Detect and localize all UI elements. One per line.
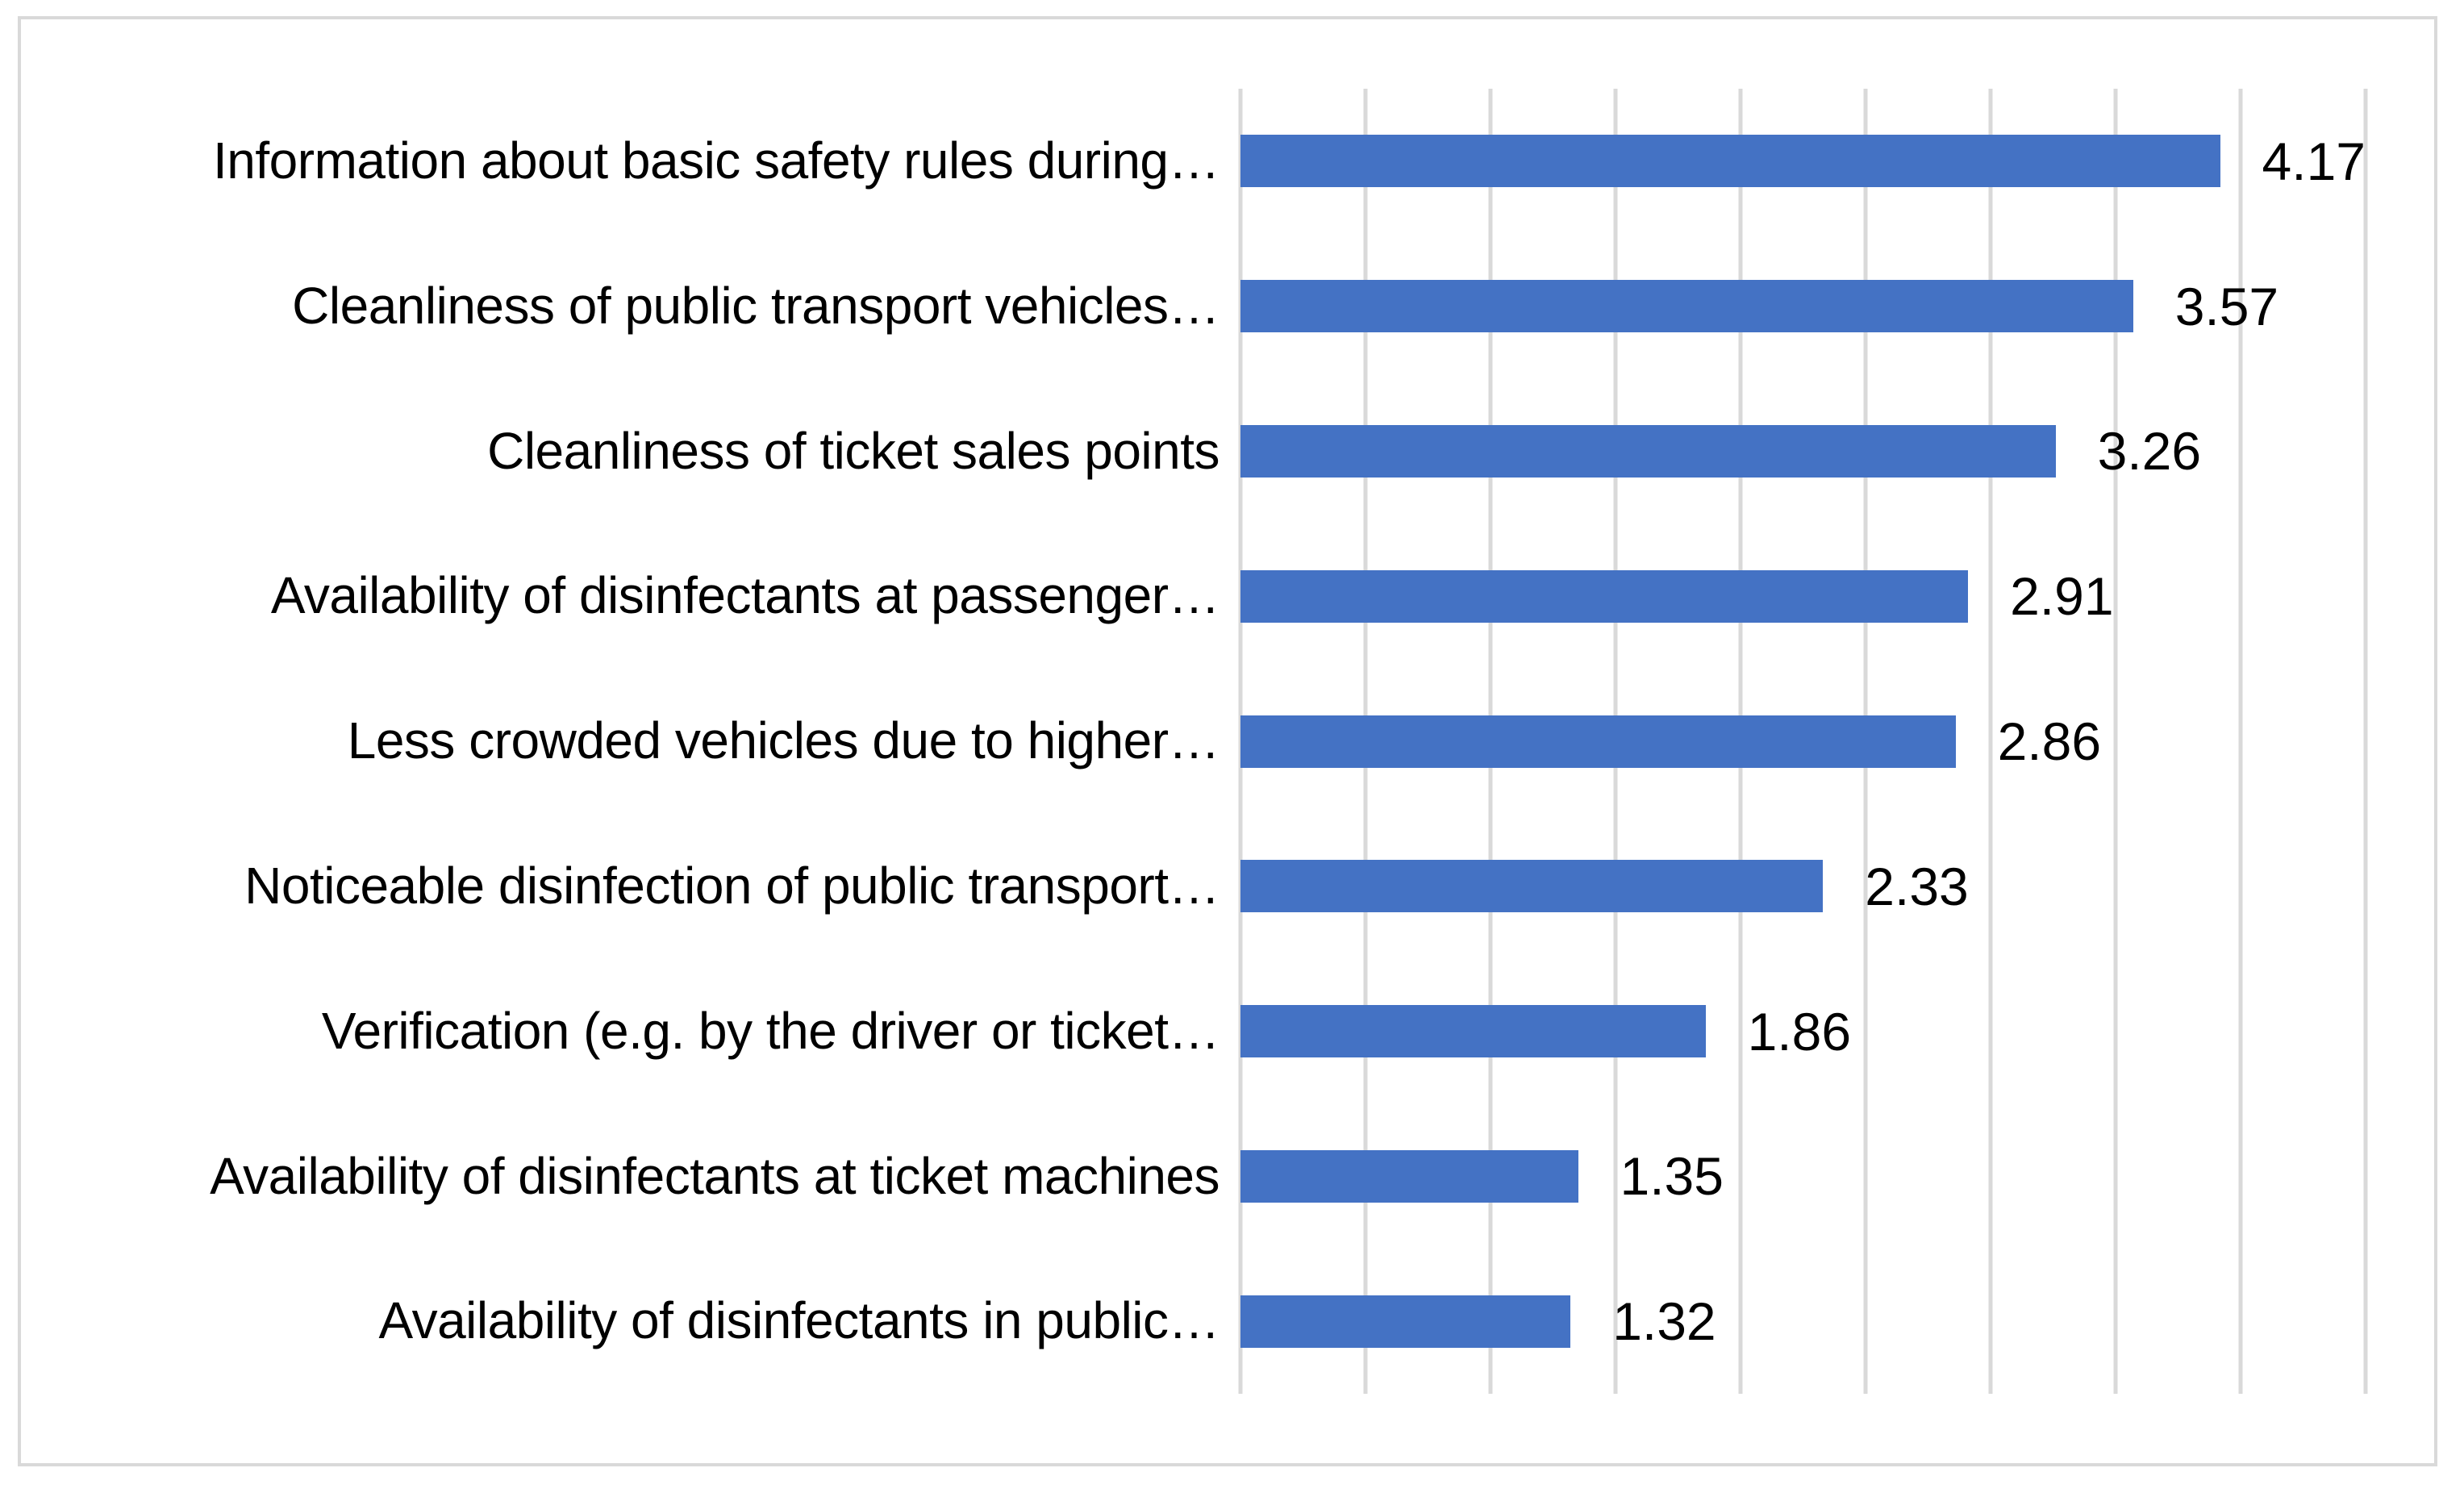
category-label: Less crowded vehicles due to higher… (347, 711, 1220, 770)
gridline (2238, 89, 2243, 1394)
category-label-row: Availability of disinfectants in public… (21, 1249, 1220, 1394)
gridline (1988, 89, 1993, 1394)
bar-row: 4.17 (1240, 89, 2366, 234)
category-label: Cleanliness of public transport vehicles… (292, 276, 1219, 335)
category-axis: Information about basic safety rules dur… (21, 89, 1219, 1394)
bar (1240, 860, 1824, 913)
category-label: Information about basic safety rules dur… (213, 131, 1220, 190)
chart-frame: Information about basic safety rules dur… (18, 16, 2437, 1466)
category-label-row: Availability of disinfectants at passeng… (21, 523, 1220, 669)
bar (1240, 1295, 1571, 1348)
bar-row: 3.26 (1240, 379, 2366, 524)
value-label: 2.33 (1865, 856, 1969, 916)
category-label: Availability of disinfectants at passeng… (270, 566, 1220, 625)
value-label: 4.17 (2262, 131, 2366, 191)
category-label-row: Cleanliness of ticket sales points (21, 379, 1219, 524)
bar (1240, 569, 1969, 623)
value-label: 2.91 (2010, 566, 2114, 627)
bar (1240, 1005, 1706, 1058)
category-label: Availability of disinfectants in public… (378, 1291, 1220, 1350)
bar-row: 1.86 (1240, 959, 2366, 1104)
bar-row: 2.86 (1240, 669, 2366, 814)
category-label: Cleanliness of ticket sales points (487, 421, 1219, 480)
bar-row: 2.91 (1240, 523, 2366, 669)
value-label: 3.57 (2174, 276, 2279, 336)
value-label: 1.35 (1620, 1146, 1724, 1207)
bar-series: 4.17 3.57 3.26 2.91 2.86 2.33 1.86 1.35 1.32 (1240, 89, 2366, 1394)
category-label-row: Cleanliness of public transport vehicles… (21, 234, 1219, 379)
category-label-row: Noticeable disinfection of public transp… (21, 814, 1219, 959)
bar-row: 3.57 (1240, 234, 2366, 379)
category-label-row: Less crowded vehicles due to higher… (21, 669, 1220, 814)
category-label: Availability of disinfectants at ticket … (210, 1146, 1219, 1205)
category-label-row: Availability of disinfectants at ticket … (21, 1103, 1219, 1249)
value-label: 2.86 (1997, 711, 2102, 772)
plot-area: 4.17 3.57 3.26 2.91 2.86 2.33 1.86 1.35 1.32 (1238, 89, 2368, 1394)
category-label: Verification (e.g. by the driver or tick… (321, 1001, 1220, 1060)
category-label-row: Information about basic safety rules dur… (21, 89, 1220, 234)
bar-row: 2.33 (1240, 814, 2366, 959)
value-label: 1.32 (1612, 1291, 1716, 1352)
category-label-row: Verification (e.g. by the driver or tick… (21, 959, 1220, 1104)
gridline (2113, 89, 2118, 1394)
bar (1240, 135, 2220, 188)
gridline (2363, 89, 2368, 1394)
bar (1240, 280, 2133, 333)
value-label: 1.86 (1747, 1001, 1852, 1061)
bar (1240, 715, 1956, 768)
bar-row: 1.32 (1240, 1249, 2366, 1394)
bar (1240, 1149, 1578, 1203)
bar-row: 1.35 (1240, 1103, 2366, 1249)
bar (1240, 424, 2056, 478)
category-label: Noticeable disinfection of public transp… (244, 857, 1219, 915)
value-label: 3.26 (2097, 421, 2202, 482)
